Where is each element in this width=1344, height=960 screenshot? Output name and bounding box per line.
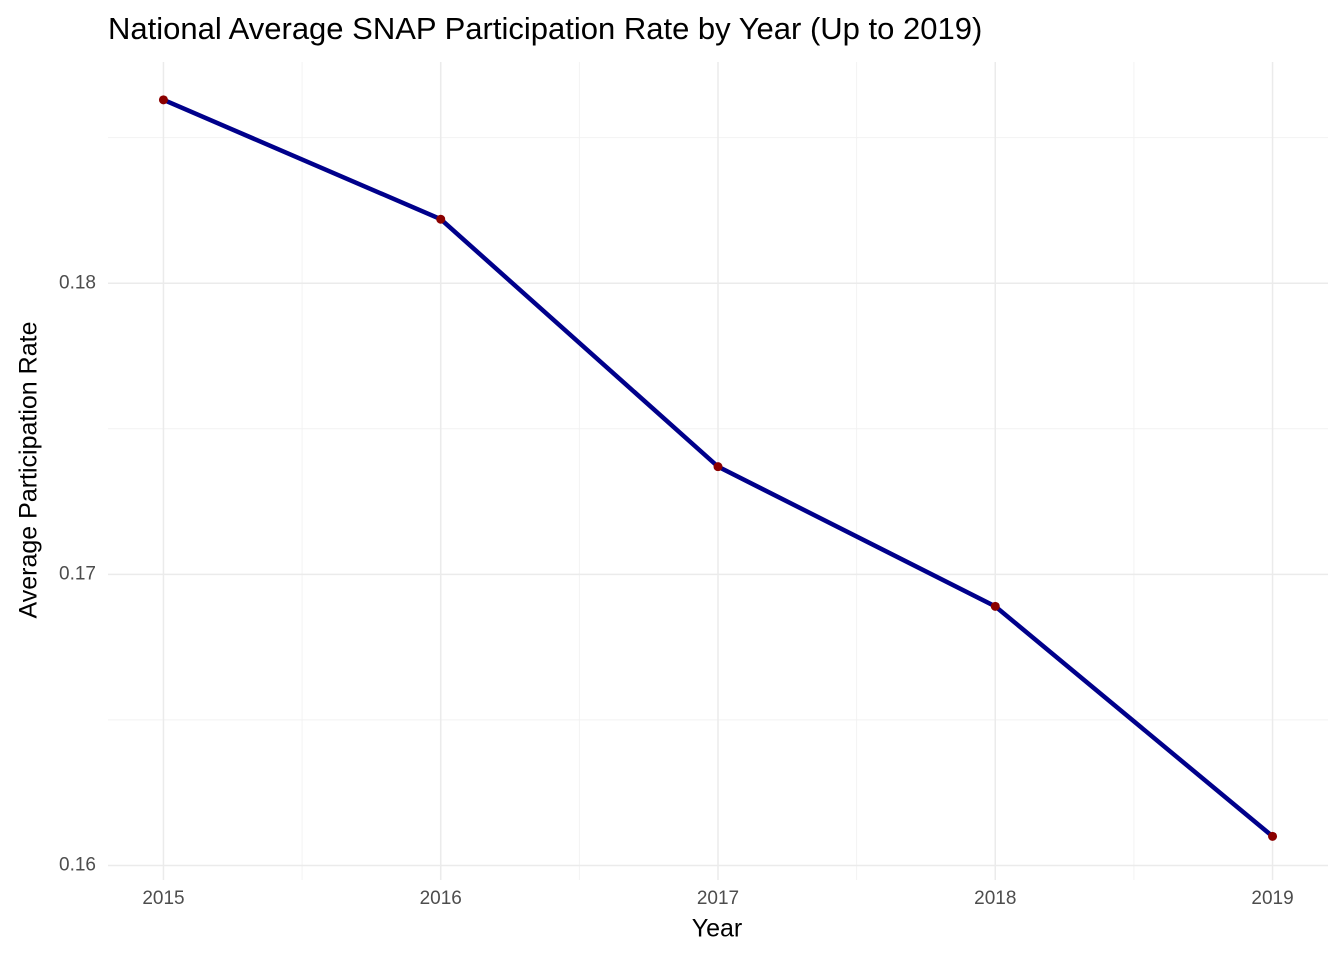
x-tick-label: 2017 — [697, 888, 739, 909]
x-tick-label: 2018 — [974, 888, 1016, 909]
y-tick-label: 0.16 — [59, 854, 96, 875]
data-point — [1268, 831, 1278, 841]
data-point — [713, 462, 723, 472]
chart-title: National Average SNAP Participation Rate… — [108, 11, 982, 46]
x-tick-label: 2019 — [1251, 888, 1293, 909]
y-tick-label: 0.18 — [59, 272, 96, 293]
x-tick-label: 2015 — [142, 888, 184, 909]
y-axis-label: Average Participation Rate — [15, 322, 43, 619]
y-tick-label: 0.17 — [59, 563, 96, 584]
data-point — [990, 601, 1000, 611]
x-axis-label: Year — [692, 915, 743, 943]
data-point — [158, 95, 168, 105]
x-tick-label: 2016 — [420, 888, 462, 909]
data-point — [436, 214, 446, 224]
